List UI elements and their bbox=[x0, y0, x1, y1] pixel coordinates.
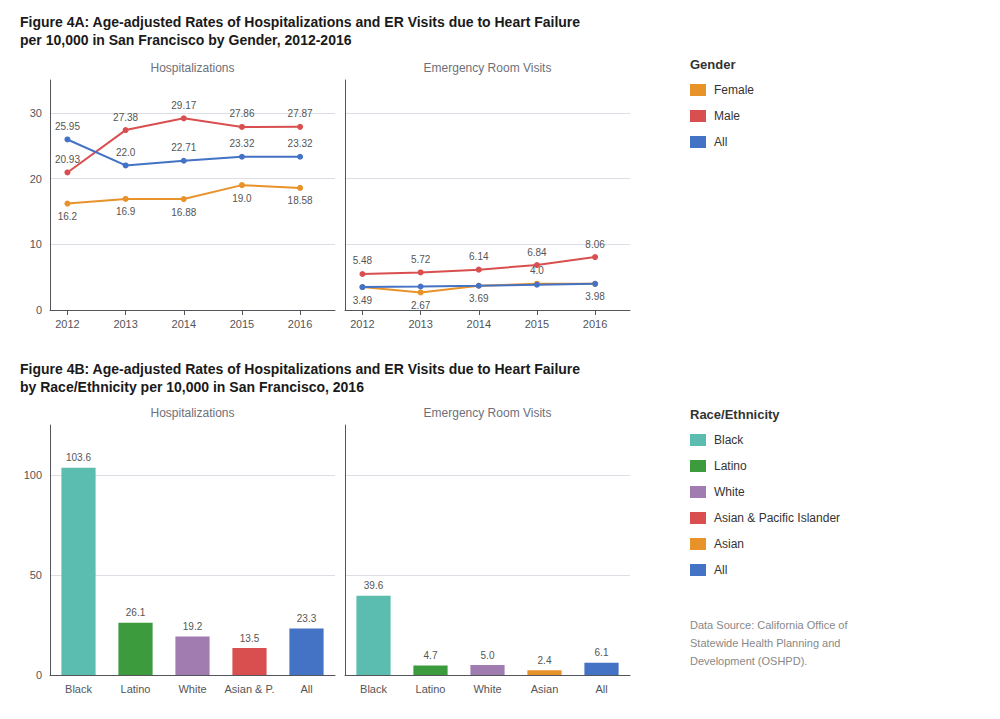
svg-text:30: 30 bbox=[30, 107, 42, 119]
svg-text:4.7: 4.7 bbox=[424, 650, 438, 661]
svg-text:19.0: 19.0 bbox=[232, 193, 252, 204]
svg-text:23.3: 23.3 bbox=[297, 613, 317, 624]
svg-text:22.71: 22.71 bbox=[171, 142, 196, 153]
svg-text:by Race/Ethnicity per 10,000 i: by Race/Ethnicity per 10,000 in San Fran… bbox=[20, 379, 364, 395]
svg-text:27.86: 27.86 bbox=[229, 108, 254, 119]
svg-text:Asian & Pacific Islander: Asian & Pacific Islander bbox=[714, 511, 840, 525]
svg-text:16.88: 16.88 bbox=[171, 207, 196, 218]
svg-text:26.1: 26.1 bbox=[126, 607, 146, 618]
svg-text:10: 10 bbox=[30, 238, 42, 250]
svg-text:18.58: 18.58 bbox=[288, 195, 313, 206]
svg-text:3.49: 3.49 bbox=[353, 295, 373, 306]
svg-text:50: 50 bbox=[30, 569, 42, 581]
svg-text:2013: 2013 bbox=[113, 318, 137, 330]
svg-text:39.6: 39.6 bbox=[364, 580, 384, 591]
svg-text:16.9: 16.9 bbox=[116, 206, 136, 217]
svg-text:Emergency Room Visits: Emergency Room Visits bbox=[424, 406, 552, 420]
svg-text:2015: 2015 bbox=[230, 318, 254, 330]
svg-text:2015: 2015 bbox=[525, 318, 549, 330]
svg-text:Latino: Latino bbox=[121, 683, 151, 695]
svg-text:White: White bbox=[714, 485, 745, 499]
svg-text:Asian: Asian bbox=[714, 537, 744, 551]
svg-text:Latino: Latino bbox=[416, 683, 446, 695]
svg-text:2016: 2016 bbox=[583, 318, 607, 330]
svg-text:White: White bbox=[178, 683, 206, 695]
svg-text:103.6: 103.6 bbox=[66, 452, 91, 463]
svg-text:20.93: 20.93 bbox=[55, 154, 80, 165]
svg-text:Male: Male bbox=[714, 109, 740, 123]
svg-text:Asian & P.: Asian & P. bbox=[225, 683, 275, 695]
svg-text:100: 100 bbox=[24, 469, 42, 481]
svg-text:5.0: 5.0 bbox=[481, 650, 495, 661]
svg-text:Hospitalizations: Hospitalizations bbox=[150, 61, 234, 75]
svg-text:27.38: 27.38 bbox=[113, 112, 138, 123]
svg-text:19.2: 19.2 bbox=[183, 621, 203, 632]
svg-text:2012: 2012 bbox=[350, 318, 374, 330]
svg-text:All: All bbox=[300, 683, 312, 695]
svg-text:4.0: 4.0 bbox=[530, 265, 544, 276]
svg-text:2.4: 2.4 bbox=[538, 655, 552, 666]
svg-text:2016: 2016 bbox=[288, 318, 312, 330]
svg-text:5.48: 5.48 bbox=[353, 255, 373, 266]
svg-text:Development (OSHPD).: Development (OSHPD). bbox=[690, 655, 807, 667]
svg-text:Asian: Asian bbox=[531, 683, 559, 695]
svg-text:0: 0 bbox=[36, 669, 42, 681]
svg-text:White: White bbox=[473, 683, 501, 695]
svg-text:Statewide Health Planning and: Statewide Health Planning and bbox=[690, 637, 840, 649]
svg-text:Data Source: California Office: Data Source: California Office of bbox=[690, 619, 848, 631]
svg-text:2014: 2014 bbox=[467, 318, 491, 330]
svg-text:8.06: 8.06 bbox=[585, 239, 605, 250]
svg-text:16.2: 16.2 bbox=[58, 211, 78, 222]
svg-text:Hospitalizations: Hospitalizations bbox=[150, 406, 234, 420]
svg-text:All: All bbox=[595, 683, 607, 695]
svg-text:2012: 2012 bbox=[55, 318, 79, 330]
svg-text:Black: Black bbox=[714, 433, 744, 447]
svg-text:2013: 2013 bbox=[408, 318, 432, 330]
svg-text:5.72: 5.72 bbox=[411, 254, 431, 265]
svg-text:3.98: 3.98 bbox=[585, 291, 605, 302]
svg-text:6.84: 6.84 bbox=[527, 247, 547, 258]
svg-text:6.1: 6.1 bbox=[595, 647, 609, 658]
svg-text:3.69: 3.69 bbox=[469, 293, 489, 304]
svg-text:Figure 4A: Age-adjusted Rates: Figure 4A: Age-adjusted Rates of Hospita… bbox=[20, 14, 580, 30]
svg-text:20: 20 bbox=[30, 173, 42, 185]
svg-text:0: 0 bbox=[36, 304, 42, 316]
svg-text:All: All bbox=[714, 563, 727, 577]
svg-text:2.67: 2.67 bbox=[411, 300, 431, 311]
svg-text:Figure 4B: Age-adjusted Rates: Figure 4B: Age-adjusted Rates of Hospita… bbox=[20, 361, 580, 377]
svg-text:6.14: 6.14 bbox=[469, 251, 489, 262]
svg-text:25.95: 25.95 bbox=[55, 121, 80, 132]
svg-text:Black: Black bbox=[65, 683, 92, 695]
svg-text:2014: 2014 bbox=[172, 318, 196, 330]
svg-text:All: All bbox=[714, 135, 727, 149]
svg-text:29.17: 29.17 bbox=[171, 100, 196, 111]
svg-text:22.0: 22.0 bbox=[116, 147, 136, 158]
svg-text:23.32: 23.32 bbox=[229, 138, 254, 149]
svg-text:Gender: Gender bbox=[690, 57, 736, 72]
svg-text:Emergency Room Visits: Emergency Room Visits bbox=[424, 61, 552, 75]
svg-text:Race/Ethnicity: Race/Ethnicity bbox=[690, 407, 780, 422]
svg-text:13.5: 13.5 bbox=[240, 633, 260, 644]
svg-text:Latino: Latino bbox=[714, 459, 747, 473]
svg-text:Female: Female bbox=[714, 83, 754, 97]
svg-text:Black: Black bbox=[360, 683, 387, 695]
svg-text:per 10,000 in San Francisco by: per 10,000 in San Francisco by Gender, 2… bbox=[20, 32, 352, 48]
svg-text:27.87: 27.87 bbox=[288, 108, 313, 119]
svg-text:23.32: 23.32 bbox=[288, 138, 313, 149]
